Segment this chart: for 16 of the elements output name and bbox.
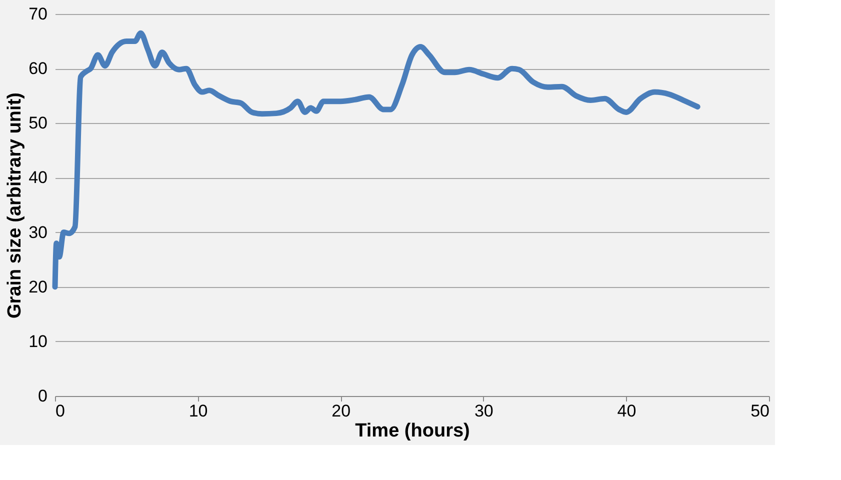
y-tick-label: 40 (28, 168, 48, 188)
x-tick-label: 10 (188, 402, 208, 420)
x-axis-title: Time (hours) (355, 420, 470, 442)
y-tick-label: 60 (28, 59, 48, 78)
y-tick-label: 0 (38, 386, 48, 406)
y-tick-label: 70 (28, 4, 48, 24)
x-tick-label: 40 (617, 402, 636, 420)
x-tick-label: 0 (56, 402, 65, 420)
y-tick-label: 50 (28, 114, 48, 133)
x-tick-label: 50 (750, 402, 770, 420)
y-axis-title: Grain size (arbitrary unit) (4, 92, 26, 318)
x-tick-label: 30 (474, 402, 494, 420)
x-tick-label: 20 (332, 402, 351, 420)
y-tick-label: 30 (28, 222, 48, 242)
y-tick-label: 10 (28, 332, 48, 351)
y-tick-label: 20 (28, 277, 48, 296)
